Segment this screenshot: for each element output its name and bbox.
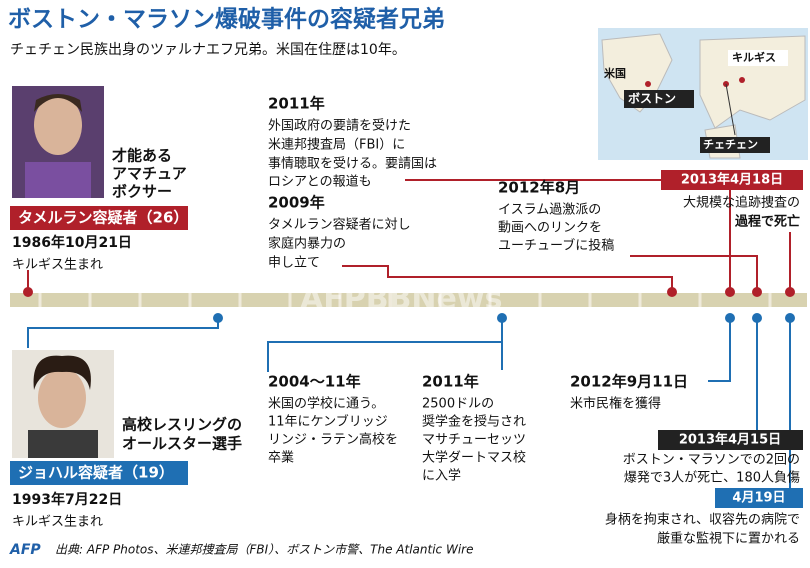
event-text: 米連邦捜査局（FBI）に [268,138,405,153]
name-label: ジョハル容疑者（19） [18,464,174,482]
event-date: 4月19日 [732,491,785,506]
event-text: に入学 [422,468,461,484]
event-text: ユーチューブに投稿 [498,238,614,254]
event-text: 外国政府の要請を受けた [268,119,411,134]
date-box [661,170,803,190]
event-text: 卒業 [268,450,294,466]
name-label: タメルラン容疑者（26） [18,209,188,227]
date-box [715,488,803,508]
event-text: 家庭内暴力の [268,236,346,252]
event-text: 2500ドルの [422,397,494,412]
map-label: 米国 [603,66,626,80]
photo-dzhokhar [12,350,114,458]
tagline: オールスター選手 [122,435,242,453]
tagline: アマチュア [112,165,187,183]
event-text: 米国の学校に通う。 [268,396,384,412]
event-date: 2013年4月18日 [681,172,783,188]
event-text: 過程で死亡 [734,214,800,230]
event-date: 2011年 [422,373,479,391]
event-date: 2011年 [268,95,325,113]
event-text: 事情聴取を受ける。要請国は [268,157,437,172]
event-text: 大規模な追跡捜査の [683,195,800,211]
event-text: ロシアとの報道も [268,175,372,190]
event-date: 2012年9月11日 [570,373,688,391]
event-date: 2013年4月15日 [679,432,781,448]
event-text: タメルラン容疑者に対し [268,217,411,233]
map-label: ボストン [628,91,676,106]
event-text: 動画へのリンクを [498,221,602,236]
tagline: 才能ある [112,147,172,165]
source: 出典: AFP Photos、米連邦捜査局（FBI）、ボストン市警、The At… [55,543,473,557]
logo: AFP [9,542,41,558]
event-text: 米市民権を獲得 [570,396,661,412]
map-label: キルギス [732,50,776,64]
subtitle: チェチェン民族出身のツァルナエフ兄弟。米国在住歴は10年。 [10,42,406,58]
event-date: 2004～11年 [268,373,361,391]
event-text: 奨学金を授与され [422,414,526,430]
event-text: リンジ・ラテン高校を [268,432,398,448]
name-label-box [10,206,188,230]
map: 米国 ボストン キルギス チェチェン [598,28,808,160]
event-date: 2012年8月 [498,179,580,197]
event-text: 身柄を拘束され、収容先の病院で [605,512,800,528]
event-date: 2009年 [268,194,325,212]
event-text: 爆発で3人が死亡、180人負傷 [624,471,800,486]
photo-tamerlan [12,86,104,198]
birth-date: 1993年7月22日 [12,491,122,508]
blue-connectors [27,313,795,488]
birthplace: キルギス生まれ [12,515,103,530]
event-text: マサチューセッツ [422,433,526,448]
title: ボストン・マラソン爆破事件の容疑者兄弟 [8,6,445,33]
tagline: 高校レスリングの [122,416,242,434]
event-text: ボストン・マラソンでの2回の [623,453,800,468]
birth-date: 1986年10月21日 [12,234,132,251]
tagline: ボクサー [112,183,172,201]
birthplace: キルギス生まれ [12,258,103,273]
name-label-box [10,461,188,485]
watermark: AFPBBNews [300,282,502,317]
event-text: イスラム過激派の [498,203,601,218]
event-text: 厳重な監視下に置かれる [657,531,800,547]
map-label: チェチェン [703,138,758,151]
event-text: 申し立て [268,256,320,271]
timeline-bar [10,293,807,307]
date-box [658,430,803,450]
event-text: 11年にケンブリッジ [268,414,388,430]
timeline-stripes [38,293,772,307]
event-text: 大学ダートマス校 [422,450,526,466]
